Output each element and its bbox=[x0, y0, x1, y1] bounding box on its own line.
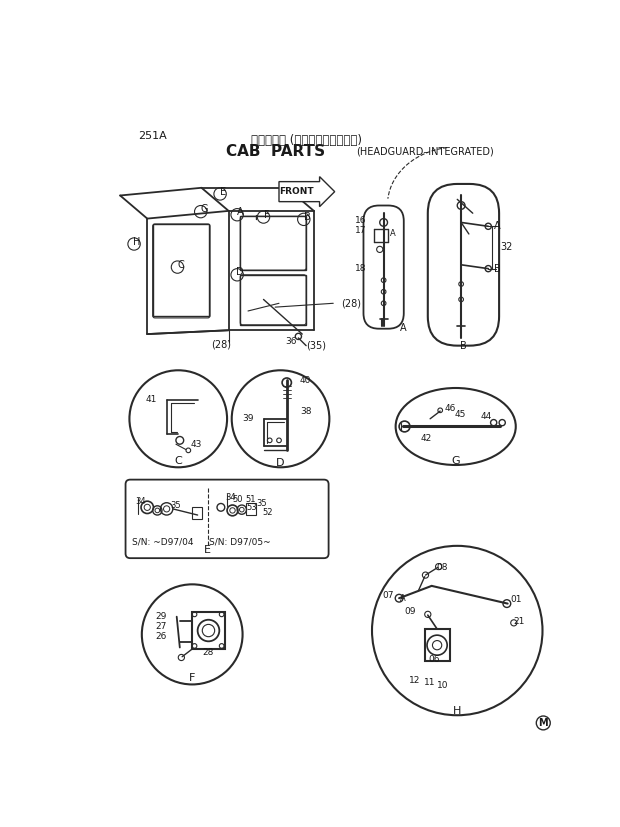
Text: キャブ部品 (ヘッドガード一体型): キャブ部品 (ヘッドガード一体型) bbox=[250, 133, 361, 146]
Text: 40: 40 bbox=[300, 375, 311, 385]
Text: 52: 52 bbox=[262, 509, 273, 517]
Text: S/N: ~D97/04: S/N: ~D97/04 bbox=[132, 538, 193, 547]
Text: 35: 35 bbox=[170, 500, 181, 509]
Bar bbox=[247, 504, 256, 515]
Text: 27: 27 bbox=[155, 622, 167, 631]
Text: A: A bbox=[390, 229, 396, 238]
Text: FRONT: FRONT bbox=[280, 187, 314, 196]
Text: C: C bbox=[177, 260, 184, 270]
Bar bbox=[241, 275, 306, 325]
Text: 43: 43 bbox=[191, 441, 202, 449]
Bar bbox=[192, 612, 224, 649]
Text: B: B bbox=[494, 264, 500, 274]
Bar bbox=[241, 217, 306, 270]
Text: 09: 09 bbox=[404, 607, 415, 616]
Text: A: A bbox=[400, 594, 405, 603]
Text: 51: 51 bbox=[245, 495, 255, 504]
Text: (35): (35) bbox=[306, 341, 326, 351]
Bar bbox=[192, 507, 202, 519]
Text: S/N: D97/05~: S/N: D97/05~ bbox=[210, 538, 271, 547]
Text: 42: 42 bbox=[420, 433, 432, 442]
Text: F: F bbox=[189, 673, 195, 683]
Text: G: G bbox=[200, 204, 208, 214]
Text: A: A bbox=[400, 323, 406, 333]
Text: 12: 12 bbox=[409, 676, 420, 685]
Text: 21: 21 bbox=[513, 617, 525, 626]
Text: 18: 18 bbox=[355, 264, 366, 273]
Text: 11: 11 bbox=[424, 678, 436, 687]
Text: A: A bbox=[237, 208, 244, 218]
Text: G: G bbox=[451, 457, 460, 466]
Text: 01: 01 bbox=[511, 595, 522, 605]
Text: 16: 16 bbox=[355, 216, 366, 225]
Text: F: F bbox=[264, 210, 270, 220]
Text: 32: 32 bbox=[501, 242, 513, 252]
Text: 45: 45 bbox=[455, 410, 466, 419]
FancyBboxPatch shape bbox=[279, 177, 335, 207]
Text: H: H bbox=[133, 237, 141, 246]
Text: E: E bbox=[220, 187, 226, 197]
Text: 251A: 251A bbox=[138, 131, 167, 141]
Text: 26: 26 bbox=[155, 632, 167, 641]
Text: (28): (28) bbox=[341, 299, 361, 308]
Text: (28): (28) bbox=[211, 339, 231, 349]
Bar bbox=[153, 224, 210, 317]
Text: H: H bbox=[453, 706, 461, 716]
Text: 07: 07 bbox=[382, 591, 394, 600]
Text: 39: 39 bbox=[242, 414, 254, 423]
Text: B: B bbox=[460, 341, 467, 351]
Text: 08: 08 bbox=[436, 563, 448, 572]
Text: A: A bbox=[494, 222, 500, 232]
Text: 36: 36 bbox=[286, 337, 297, 347]
Text: D: D bbox=[277, 457, 285, 468]
Text: 44: 44 bbox=[480, 412, 492, 421]
Text: 28: 28 bbox=[202, 648, 213, 657]
Text: 41: 41 bbox=[146, 395, 157, 404]
Text: 17: 17 bbox=[355, 226, 366, 235]
Text: B: B bbox=[304, 212, 310, 222]
Text: (HEADGUARD–INTEGRATED): (HEADGUARD–INTEGRATED) bbox=[356, 146, 494, 156]
Text: E: E bbox=[204, 545, 211, 555]
Text: 46: 46 bbox=[444, 404, 456, 414]
Text: 10: 10 bbox=[436, 681, 448, 691]
Text: M: M bbox=[538, 718, 548, 728]
Text: 34: 34 bbox=[136, 497, 146, 505]
Text: 38: 38 bbox=[300, 407, 311, 416]
Text: 34: 34 bbox=[225, 493, 236, 502]
Text: 35: 35 bbox=[256, 499, 267, 508]
Text: C: C bbox=[174, 457, 182, 466]
Text: 53: 53 bbox=[247, 503, 257, 512]
Text: 50: 50 bbox=[232, 495, 243, 504]
Bar bbox=[425, 629, 450, 662]
Text: CAB  PARTS: CAB PARTS bbox=[226, 144, 325, 159]
Text: D: D bbox=[236, 267, 244, 278]
Text: 29: 29 bbox=[155, 612, 167, 621]
Text: 06: 06 bbox=[428, 655, 440, 664]
